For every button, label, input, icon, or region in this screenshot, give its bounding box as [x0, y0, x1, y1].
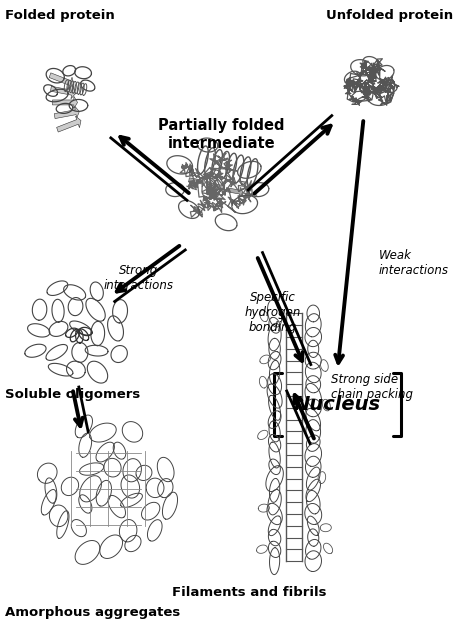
- Text: Soluble oligomers: Soluble oligomers: [5, 388, 140, 401]
- Polygon shape: [226, 187, 243, 197]
- Polygon shape: [53, 96, 78, 108]
- Text: Folded protein: Folded protein: [5, 9, 115, 22]
- Text: Filaments and fibrils: Filaments and fibrils: [172, 586, 327, 599]
- Polygon shape: [56, 116, 81, 132]
- Text: Specific
hydrogen
bonding: Specific hydrogen bonding: [245, 291, 301, 334]
- Polygon shape: [49, 73, 73, 89]
- Text: Amorphous aggregates: Amorphous aggregates: [5, 606, 180, 619]
- Polygon shape: [189, 178, 206, 187]
- Text: Unfolded protein: Unfolded protein: [327, 9, 454, 22]
- Text: Weak
interactions: Weak interactions: [378, 249, 448, 277]
- Polygon shape: [207, 183, 224, 192]
- Text: Strong
interactions: Strong interactions: [104, 264, 174, 292]
- Polygon shape: [54, 106, 79, 118]
- Text: Nucleus: Nucleus: [294, 395, 381, 414]
- Polygon shape: [51, 87, 76, 99]
- Text: Partially folded
intermediate: Partially folded intermediate: [158, 118, 285, 151]
- Text: Strong side
chain packing: Strong side chain packing: [331, 373, 413, 401]
